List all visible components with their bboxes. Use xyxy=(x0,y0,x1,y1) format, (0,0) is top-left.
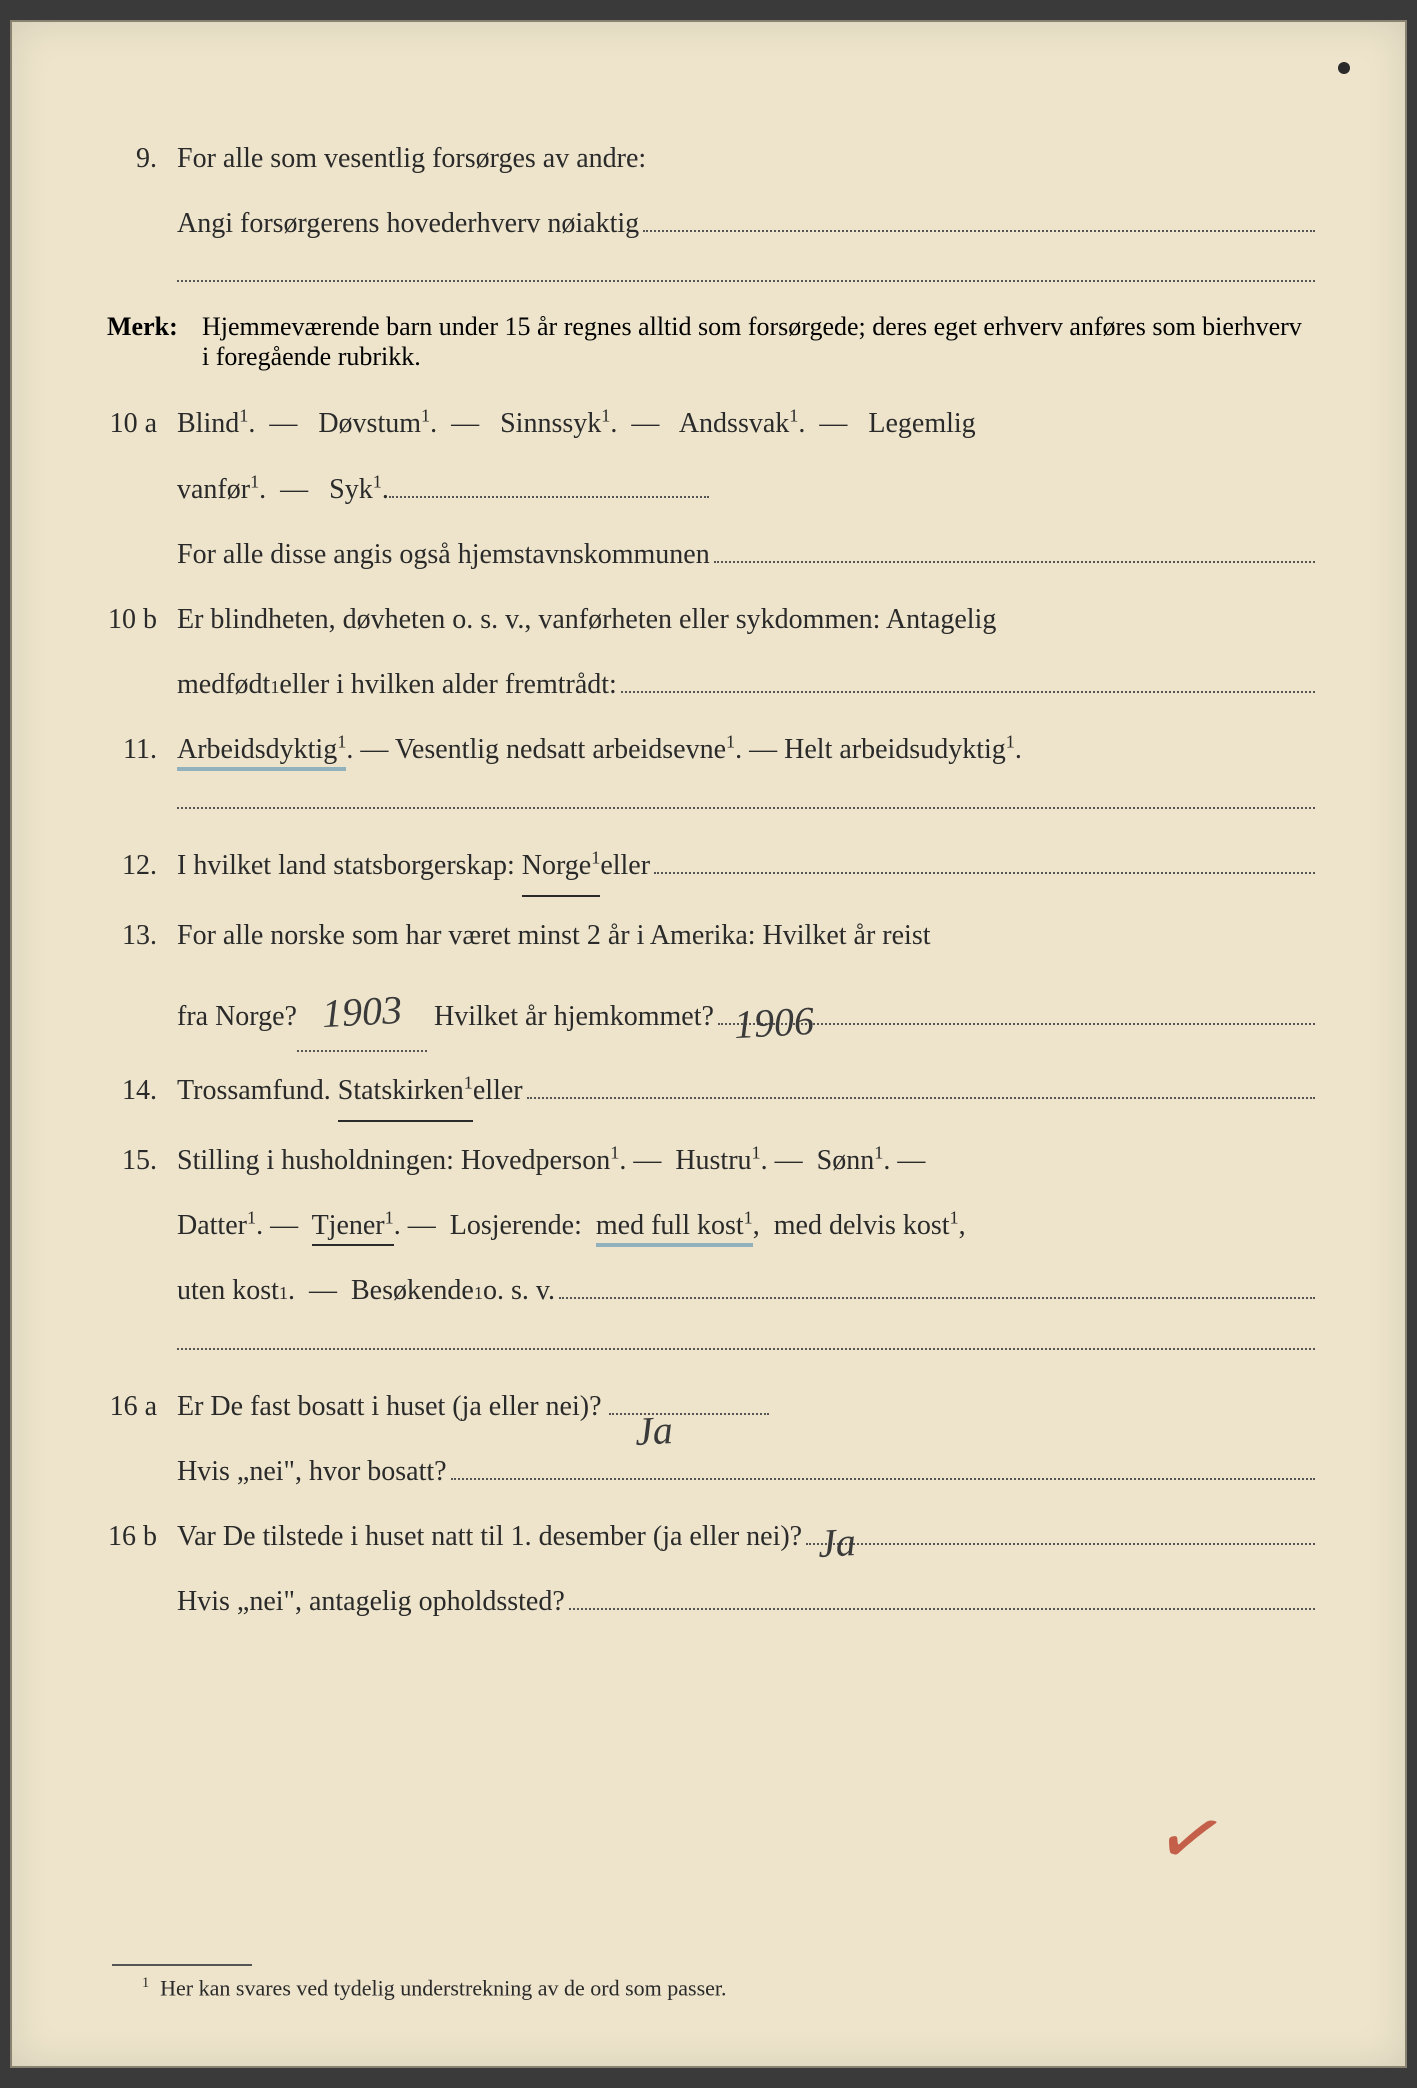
underlined-option: Arbeidsdyktig1 xyxy=(177,734,346,765)
handwritten-year: 1903 xyxy=(320,972,404,1052)
underlined-option: Tjener1 xyxy=(312,1210,394,1246)
question-16a-line2: Hvis „nei", hvor bosatt? xyxy=(102,1445,1315,1498)
fill-line: 1906 xyxy=(718,1023,1315,1025)
question-11: 11. Arbeidsdyktig1. — Vesentlig nedsatt … xyxy=(102,723,1315,776)
fill-line: Ja xyxy=(806,1543,1315,1545)
question-number: 13. xyxy=(102,909,177,962)
corner-dot xyxy=(1338,62,1350,74)
question-text: Angi forsørgerens hovederhverv nøiaktig xyxy=(177,197,639,250)
underlined-option: Statskirken1 xyxy=(338,1064,473,1122)
red-checkmark-icon: ✓ xyxy=(1147,1785,1236,1893)
question-10a-line2: vanfør1. — Syk1. xyxy=(102,463,1315,516)
question-15-line2: Datter1. — Tjener1. — Losjerende: med fu… xyxy=(102,1199,1315,1252)
question-10b-line2: medfødt1 eller i hvilken alder fremtrådt… xyxy=(102,658,1315,711)
question-number: 11. xyxy=(102,723,177,776)
fill-line: Ja xyxy=(609,1413,769,1415)
handwritten-answer: Ja xyxy=(816,1504,858,1582)
section-divider xyxy=(177,1348,1315,1350)
question-9-line1: 9. For alle som vesentlig forsørges av a… xyxy=(102,132,1315,185)
fill-line xyxy=(654,872,1315,874)
footnote-rule xyxy=(112,1964,252,1966)
fill-line xyxy=(714,561,1315,563)
question-15-line3: uten kost1. — Besøkende1 o. s. v. xyxy=(102,1264,1315,1317)
fill-line xyxy=(389,496,709,498)
merk-text: Hjemmeværende barn under 15 år regnes al… xyxy=(202,312,1315,372)
fill-line: 1903 xyxy=(297,974,427,1052)
question-9-line2: Angi forsørgerens hovederhverv nøiaktig xyxy=(102,197,1315,250)
question-text: For alle norske som har været minst 2 år… xyxy=(177,909,1315,962)
fill-line xyxy=(569,1608,1315,1610)
question-text: For alle som vesentlig forsørges av andr… xyxy=(177,132,1315,185)
question-13-line2: fra Norge? 1903 Hvilket år hjemkommet? 1… xyxy=(102,974,1315,1052)
handwritten-answer: Ja xyxy=(633,1392,675,1470)
fill-line xyxy=(643,230,1315,232)
question-number: 10 b xyxy=(102,593,177,646)
question-10a-line1: 10 a Blind1. — Døvstum1. — Sinnssyk1. — … xyxy=(102,397,1315,450)
question-16b-line1: 16 b Var De tilstede i huset natt til 1.… xyxy=(102,1510,1315,1563)
fill-line xyxy=(451,1478,1315,1480)
section-divider xyxy=(177,280,1315,282)
question-number: 14. xyxy=(102,1064,177,1117)
merk-label: Merk: xyxy=(102,312,202,372)
question-16b-line2: Hvis „nei", antagelig opholdssted? xyxy=(102,1575,1315,1628)
handwritten-year: 1906 xyxy=(732,983,816,1063)
underlined-option: Norge1 xyxy=(522,839,601,897)
question-number: 12. xyxy=(102,839,177,892)
footnote: 1 Her kan svares ved tydelig understrekn… xyxy=(142,1975,727,2001)
question-number: 16 a xyxy=(102,1380,177,1433)
question-text: Er blindheten, døvheten o. s. v., vanfør… xyxy=(177,593,1315,646)
section-divider xyxy=(177,807,1315,809)
question-12: 12. I hvilket land statsborgerskap: Norg… xyxy=(102,839,1315,897)
question-15-line1: 15. Stilling i husholdningen: Hovedperso… xyxy=(102,1134,1315,1187)
fill-line xyxy=(559,1297,1315,1299)
document-page: 9. For alle som vesentlig forsørges av a… xyxy=(10,20,1407,2068)
question-13-line1: 13. For alle norske som har været minst … xyxy=(102,909,1315,962)
fill-line xyxy=(621,691,1315,693)
fill-line xyxy=(527,1097,1315,1099)
question-number: 10 a xyxy=(102,397,177,450)
question-10a-line3: For alle disse angis også hjemstavnskomm… xyxy=(102,528,1315,581)
question-10b-line1: 10 b Er blindheten, døvheten o. s. v., v… xyxy=(102,593,1315,646)
question-number: 15. xyxy=(102,1134,177,1187)
underlined-option: med full kost1 xyxy=(596,1210,753,1241)
question-number: 16 b xyxy=(102,1510,177,1563)
question-number: 9. xyxy=(102,132,177,185)
question-14: 14. Trossamfund. Statskirken1 eller xyxy=(102,1064,1315,1122)
question-16a-line1: 16 a Er De fast bosatt i huset (ja eller… xyxy=(102,1380,1315,1433)
merk-note: Merk: Hjemmeværende barn under 15 år reg… xyxy=(102,312,1315,372)
